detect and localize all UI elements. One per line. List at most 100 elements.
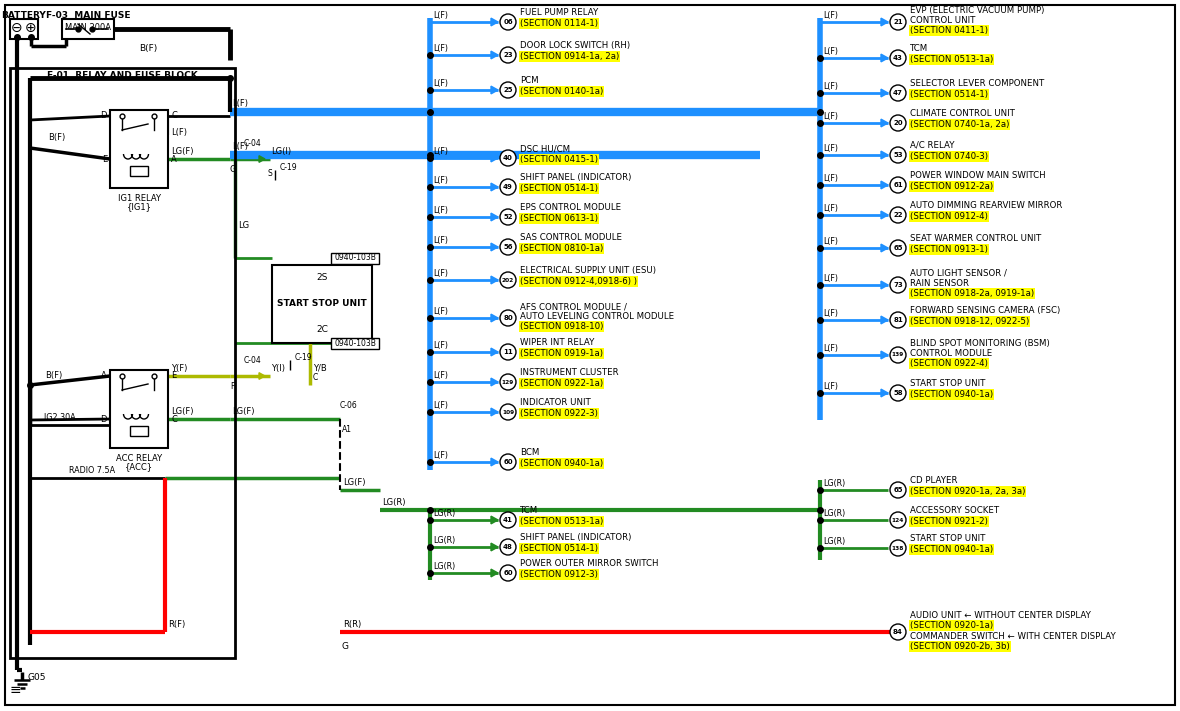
Text: 2C: 2C xyxy=(316,326,328,334)
Text: 53: 53 xyxy=(893,152,903,158)
Text: 81: 81 xyxy=(893,317,903,323)
Text: RADIO 7.5A: RADIO 7.5A xyxy=(68,466,116,475)
Text: LG(R): LG(R) xyxy=(822,479,845,488)
Polygon shape xyxy=(491,154,498,162)
Polygon shape xyxy=(491,348,498,356)
Text: L(F): L(F) xyxy=(433,79,448,88)
Polygon shape xyxy=(881,151,889,159)
Circle shape xyxy=(500,272,516,288)
Text: L(F): L(F) xyxy=(822,174,838,183)
Text: F-03  MAIN FUSE: F-03 MAIN FUSE xyxy=(46,11,130,20)
Circle shape xyxy=(890,207,906,223)
Text: 139: 139 xyxy=(892,353,904,358)
Text: POWER WINDOW MAIN SWITCH: POWER WINDOW MAIN SWITCH xyxy=(910,171,1045,180)
Text: L(F): L(F) xyxy=(822,82,838,91)
Text: LG(R): LG(R) xyxy=(822,509,845,518)
Text: 65: 65 xyxy=(893,245,903,251)
Text: IG1 RELAY: IG1 RELAY xyxy=(118,194,160,203)
Text: ACC RELAY: ACC RELAY xyxy=(116,454,162,463)
Text: C-04: C-04 xyxy=(243,139,261,148)
Text: MAIN 200A: MAIN 200A xyxy=(65,23,111,33)
Text: LG(F): LG(F) xyxy=(171,407,194,416)
Text: (SECTION 0513-1a): (SECTION 0513-1a) xyxy=(520,517,603,526)
Text: ≡: ≡ xyxy=(9,683,21,697)
Text: (SECTION 0940-1a): (SECTION 0940-1a) xyxy=(910,390,994,399)
Text: C-19: C-19 xyxy=(295,353,313,363)
Text: 124: 124 xyxy=(892,518,904,523)
Circle shape xyxy=(500,150,516,166)
Text: A1: A1 xyxy=(342,425,352,434)
Text: L(F): L(F) xyxy=(232,99,248,108)
Text: (SECTION 0922-4): (SECTION 0922-4) xyxy=(910,359,988,368)
Circle shape xyxy=(890,14,906,30)
Text: START STOP UNIT: START STOP UNIT xyxy=(910,379,985,388)
Text: AUTO LIGHT SENSOR /: AUTO LIGHT SENSOR / xyxy=(910,269,1007,278)
Text: (SECTION 0940-1a): (SECTION 0940-1a) xyxy=(910,545,994,554)
Text: LG(R): LG(R) xyxy=(433,509,455,518)
Bar xyxy=(110,110,168,188)
Text: L(F): L(F) xyxy=(433,176,448,185)
Text: F-01  RELAY AND FUSE BLOCK: F-01 RELAY AND FUSE BLOCK xyxy=(47,70,198,80)
Circle shape xyxy=(500,512,516,528)
Text: L(F): L(F) xyxy=(433,307,448,316)
Text: CONTROL MODULE: CONTROL MODULE xyxy=(910,349,992,358)
Bar xyxy=(110,370,168,448)
Text: 0940-103B: 0940-103B xyxy=(334,254,376,262)
Text: 43: 43 xyxy=(893,55,903,61)
Text: EVP (ELECTRIC VACUUM PUMP): EVP (ELECTRIC VACUUM PUMP) xyxy=(910,6,1044,15)
Text: A: A xyxy=(101,372,107,380)
Text: 202: 202 xyxy=(502,277,514,282)
Text: TCM: TCM xyxy=(520,506,538,515)
Text: (SECTION 0740-1a, 2a): (SECTION 0740-1a, 2a) xyxy=(910,120,1009,129)
Text: 56: 56 xyxy=(503,244,513,250)
Text: Y(I): Y(I) xyxy=(271,364,286,373)
Text: 73: 73 xyxy=(893,282,903,288)
Polygon shape xyxy=(491,378,498,386)
Text: LG(R): LG(R) xyxy=(433,536,455,545)
Polygon shape xyxy=(491,458,498,466)
Text: G: G xyxy=(230,165,236,174)
Text: AUTO DIMMING REARVIEW MIRROR: AUTO DIMMING REARVIEW MIRROR xyxy=(910,201,1062,210)
Text: SELECTOR LEVER COMPONENT: SELECTOR LEVER COMPONENT xyxy=(910,79,1044,88)
Text: TCM: TCM xyxy=(910,44,929,53)
Text: 52: 52 xyxy=(503,214,513,220)
Text: B(F): B(F) xyxy=(45,371,63,380)
Text: ⊖: ⊖ xyxy=(11,21,22,35)
Text: 23: 23 xyxy=(503,52,513,58)
Text: 49: 49 xyxy=(503,184,513,190)
Text: BCM: BCM xyxy=(520,448,539,457)
Text: 40: 40 xyxy=(503,155,513,161)
Text: 129: 129 xyxy=(502,380,514,385)
Text: (SECTION 0114-1): (SECTION 0114-1) xyxy=(520,19,598,28)
Text: G05: G05 xyxy=(28,673,46,682)
Text: C-06: C-06 xyxy=(339,401,356,410)
Text: WIPER INT RELAY: WIPER INT RELAY xyxy=(520,338,595,347)
Polygon shape xyxy=(881,89,889,97)
Text: 21: 21 xyxy=(893,19,903,25)
Text: 06: 06 xyxy=(503,19,513,25)
Text: {IG1}: {IG1} xyxy=(126,202,151,211)
Text: (SECTION 0912-3): (SECTION 0912-3) xyxy=(520,570,598,579)
Text: C: C xyxy=(313,373,319,383)
Polygon shape xyxy=(491,543,498,551)
Text: LG(F): LG(F) xyxy=(232,407,255,416)
Text: ELECTRICAL SUPPLY UNIT (ESU): ELECTRICAL SUPPLY UNIT (ESU) xyxy=(520,266,656,275)
Circle shape xyxy=(890,50,906,66)
Text: L(F): L(F) xyxy=(433,451,448,460)
Text: (SECTION 0613-1): (SECTION 0613-1) xyxy=(520,214,598,223)
Text: L(F): L(F) xyxy=(171,127,186,137)
Text: SHIFT PANEL (INDICATOR): SHIFT PANEL (INDICATOR) xyxy=(520,533,631,542)
Text: SAS CONTROL MODULE: SAS CONTROL MODULE xyxy=(520,233,622,242)
Text: L(F): L(F) xyxy=(822,112,838,121)
Text: FUEL PUMP RELAY: FUEL PUMP RELAY xyxy=(520,8,598,17)
Text: CONTROL UNIT: CONTROL UNIT xyxy=(910,16,976,25)
Text: L(F): L(F) xyxy=(433,206,448,215)
Polygon shape xyxy=(258,156,266,162)
Polygon shape xyxy=(491,243,498,251)
Text: S: S xyxy=(268,169,273,178)
Text: B(F): B(F) xyxy=(139,44,157,53)
Text: COMMANDER SWITCH ← WITH CENTER DISPLAY: COMMANDER SWITCH ← WITH CENTER DISPLAY xyxy=(910,632,1116,641)
Text: R(F): R(F) xyxy=(168,620,185,629)
Circle shape xyxy=(890,347,906,363)
Text: LG(R): LG(R) xyxy=(433,562,455,571)
